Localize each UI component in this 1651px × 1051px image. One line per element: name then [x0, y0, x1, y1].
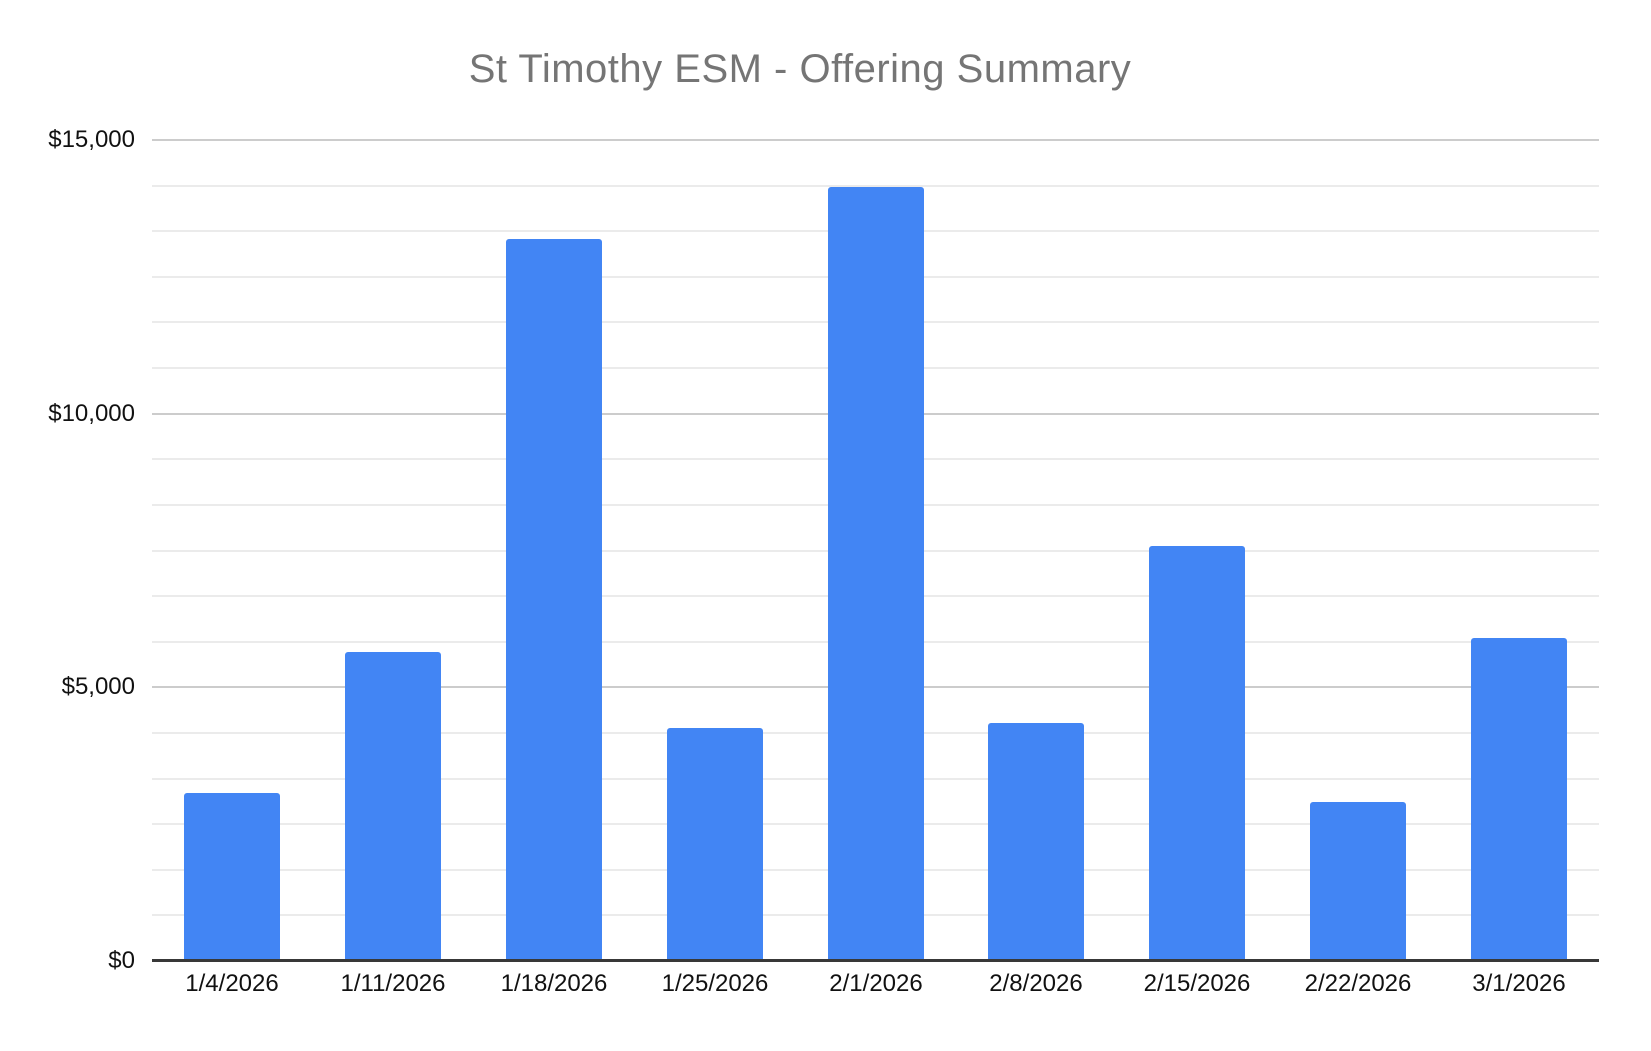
bar-2-15-2026[interactable]: [1149, 546, 1245, 961]
y-axis-label-0: $0: [108, 947, 135, 974]
x-axis-label-1-4-2026: 1/4/2026: [185, 970, 279, 997]
y-axis-label-10000: $10,000: [48, 400, 135, 427]
bar-1-4-2026[interactable]: [184, 793, 280, 961]
y-axis-label-5000: $5,000: [61, 673, 135, 700]
bar-2-22-2026[interactable]: [1310, 802, 1406, 961]
x-axis-label-1-18-2026: 1/18/2026: [500, 970, 608, 997]
bar-3-1-2026[interactable]: [1471, 638, 1567, 961]
x-axis-line: [152, 959, 1599, 962]
x-axis-label-1-25-2026: 1/25/2026: [661, 970, 769, 997]
x-axis-label-1-11-2026: 1/11/2026: [340, 970, 446, 997]
bar-1-18-2026[interactable]: [506, 239, 602, 961]
x-axis-label-2-1-2026: 2/1/2026: [829, 970, 923, 997]
bar-1-25-2026[interactable]: [667, 728, 763, 961]
plot-area: [152, 139, 1599, 962]
y-axis-label-15000: $15,000: [48, 126, 135, 153]
x-axis-label-2-15-2026: 2/15/2026: [1143, 970, 1251, 997]
x-axis-label-3-1-2026: 3/1/2026: [1472, 970, 1566, 997]
chart-title: St Timothy ESM - Offering Summary: [468, 47, 1132, 91]
bar-2-1-2026[interactable]: [828, 187, 924, 961]
x-axis-label-2-8-2026: 2/8/2026: [989, 970, 1083, 997]
bar-2-8-2026[interactable]: [988, 723, 1084, 961]
major-gridline: [152, 139, 1599, 141]
minor-gridline: [152, 184, 1599, 187]
bar-1-11-2026[interactable]: [345, 652, 441, 961]
x-axis-label-2-22-2026: 2/22/2026: [1304, 970, 1412, 997]
